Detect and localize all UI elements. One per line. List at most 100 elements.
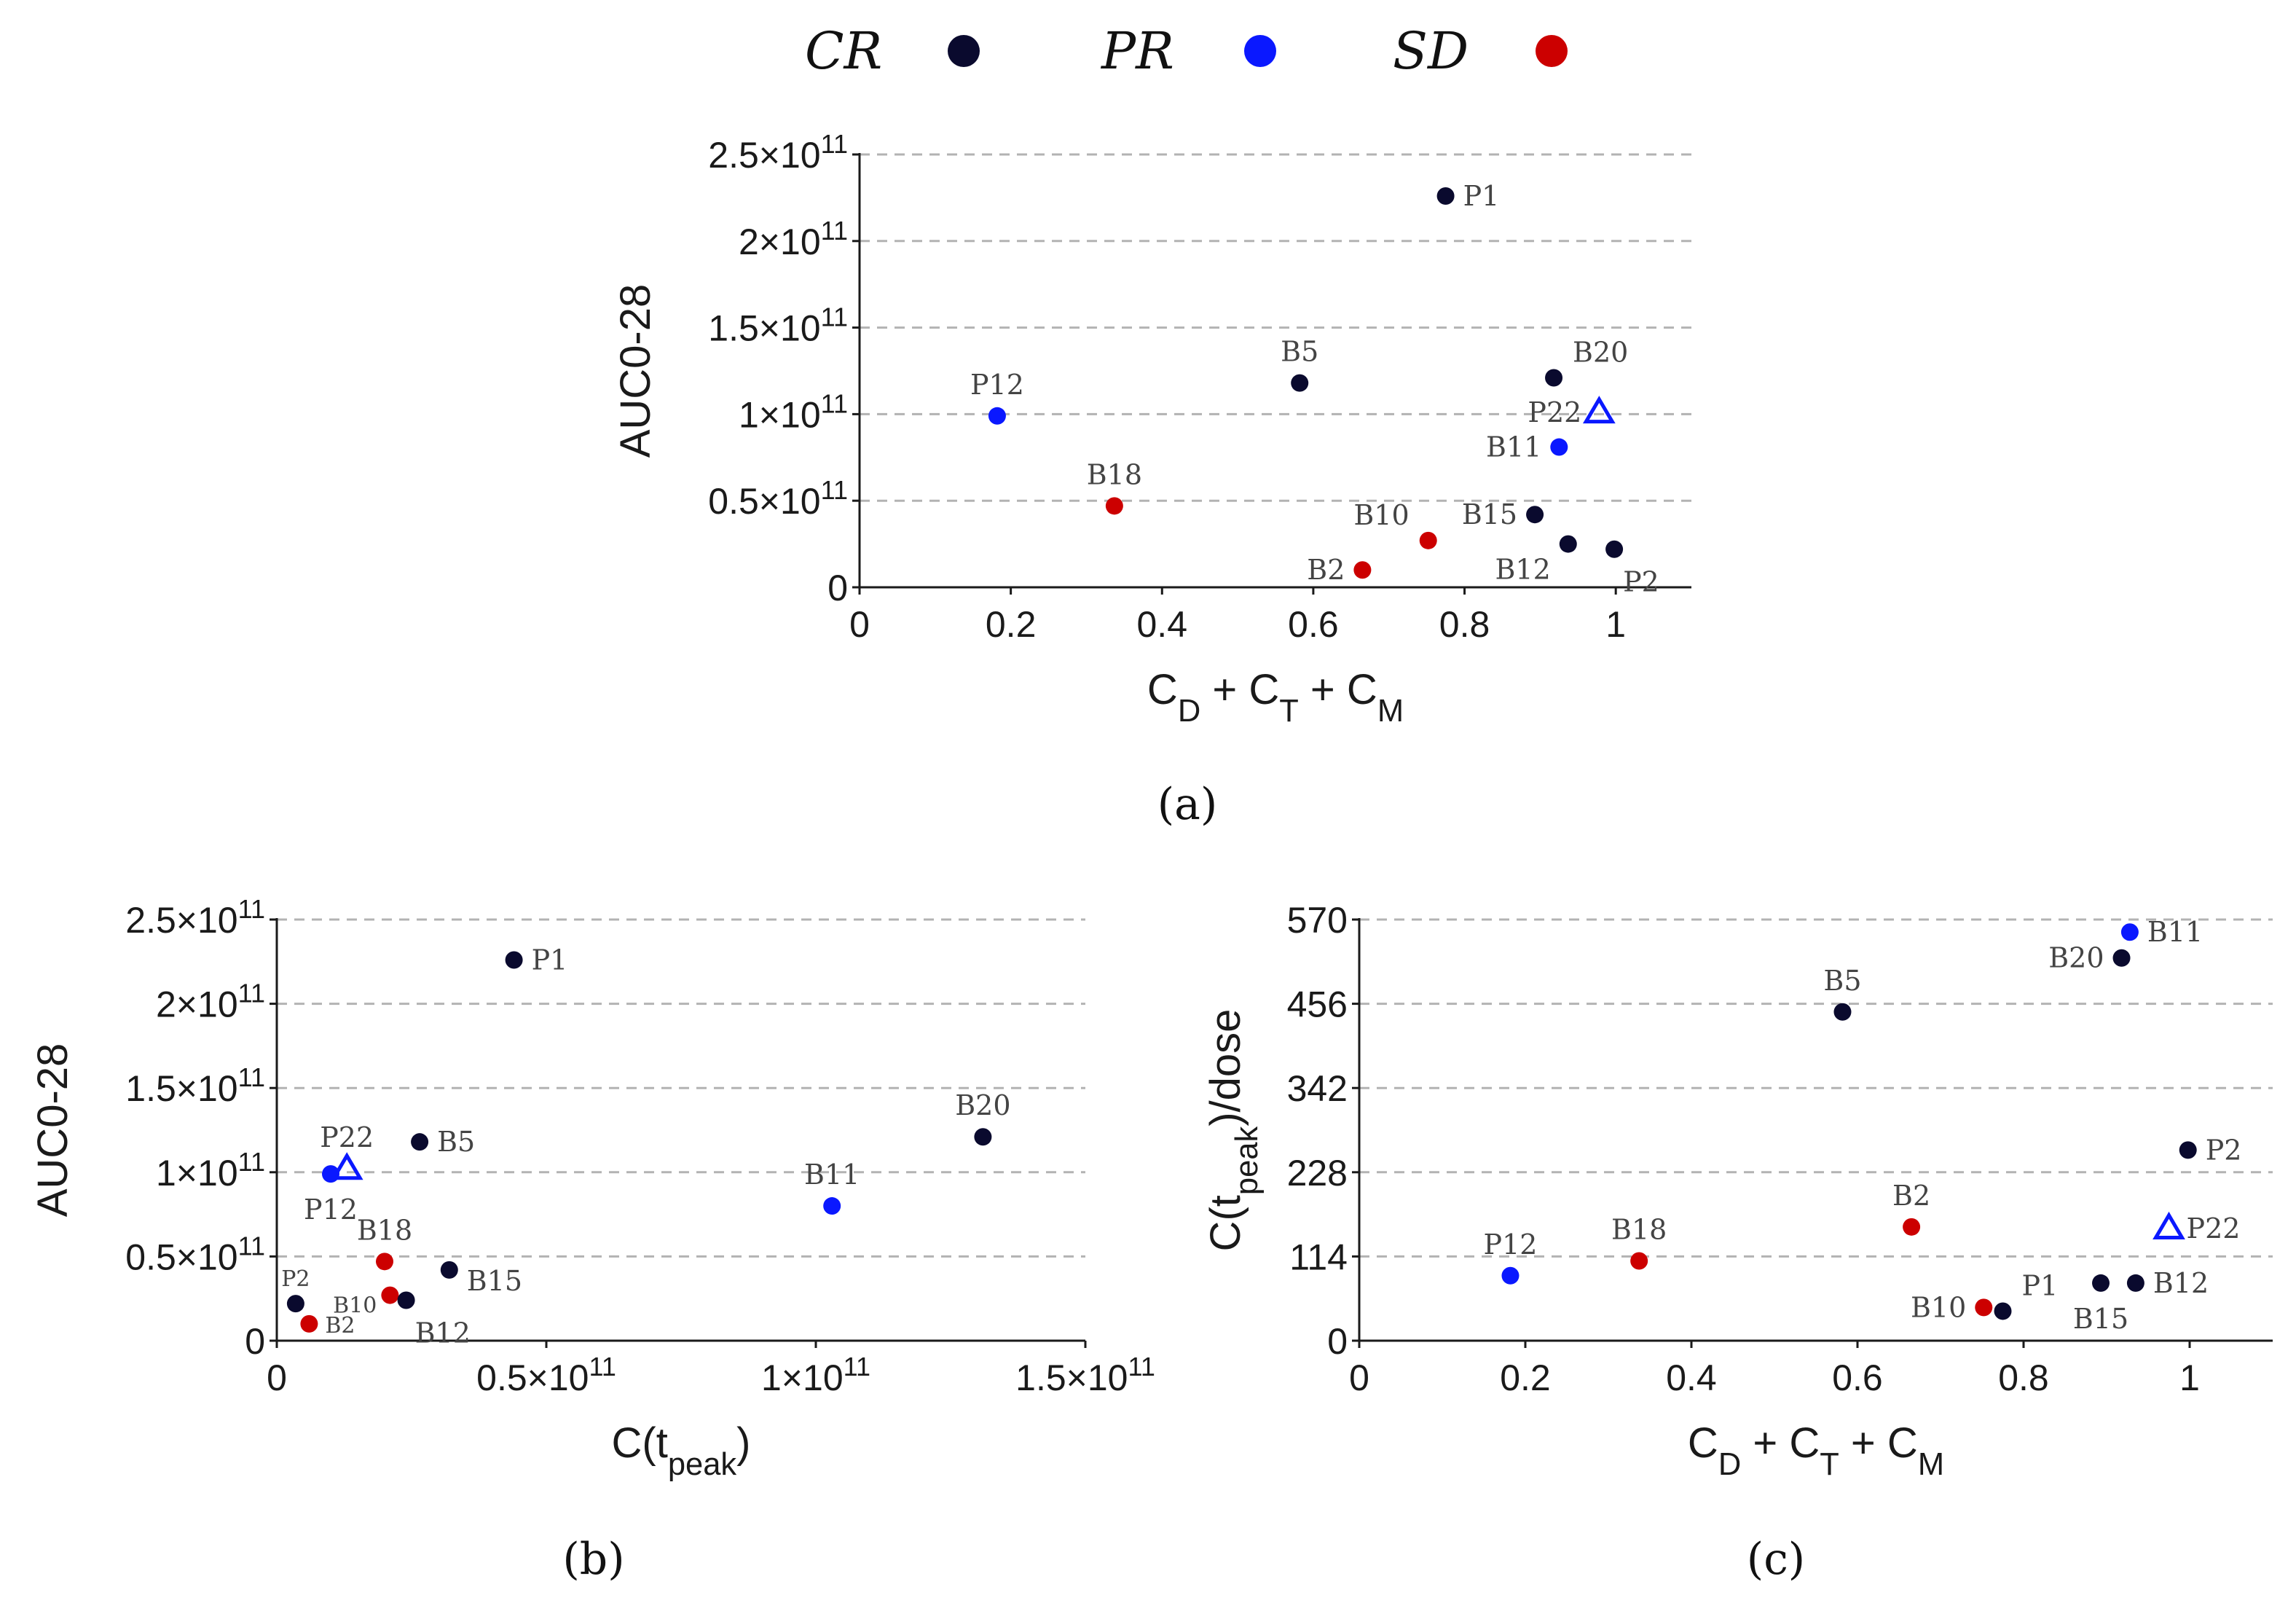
y-axis-title: C(tpeak​)/dose: [1202, 1009, 1265, 1252]
y-tick-label: 0: [245, 1321, 265, 1362]
y-tick-label: 1×1011: [739, 388, 848, 436]
data-label: B18: [357, 1214, 412, 1246]
x-tick-label: 1.5×1011: [1015, 1352, 1155, 1399]
panel-caption: (b): [562, 1534, 624, 1585]
data-point-p2: P2: [2179, 1134, 2242, 1166]
x-tick-label: 0.8: [1439, 604, 1490, 645]
y-tick-label: 0: [1327, 1321, 1348, 1362]
data-point-b5: B5: [411, 1126, 475, 1158]
data-label: B5: [437, 1126, 475, 1158]
data-point-b11: B11: [2120, 916, 2203, 948]
data-point-p2: P2: [1605, 540, 1659, 598]
data-marker: [440, 1261, 458, 1279]
y-tick-label: 0: [827, 568, 848, 608]
data-marker: [2092, 1274, 2110, 1292]
x-tick-label: 0.4: [1666, 1357, 1717, 1398]
data-marker: [1545, 369, 1563, 387]
data-marker: [1526, 506, 1544, 524]
data-point-p22: P22: [2152, 1211, 2241, 1245]
data-point-b10: B10: [1911, 1291, 1993, 1323]
data-point-b12: B12: [397, 1291, 471, 1349]
data-marker: [381, 1286, 399, 1304]
y-tick-label: 228: [1287, 1153, 1348, 1194]
x-tick-label: 0.4: [1137, 604, 1188, 645]
x-axis-title: C(tpeak​): [612, 1419, 751, 1482]
data-point-p1: P1: [1436, 180, 1499, 212]
data-label: B20: [1573, 337, 1628, 369]
data-label: B5: [1823, 965, 1861, 997]
data-label: B10: [333, 1293, 377, 1319]
data-point-b10: B10: [1353, 499, 1437, 549]
x-tick-label: 1×1011: [761, 1352, 870, 1399]
data-point-p2: P2: [281, 1266, 310, 1313]
data-point-p12: P12: [970, 369, 1024, 425]
data-point-b20: B20: [955, 1089, 1011, 1146]
data-label: B10: [1353, 499, 1409, 531]
y-axis-title: AUC0-28: [29, 1043, 76, 1218]
data-marker-triangle: [2152, 1211, 2185, 1239]
data-marker: [505, 951, 523, 969]
y-tick-label: 2.5×1011: [125, 894, 265, 941]
legend-item-cr: CR: [805, 21, 980, 81]
data-point-p22: P22: [1528, 396, 1616, 428]
x-tick-label: 0.8: [1998, 1357, 2049, 1398]
x-tick-label: 0.5×1011: [476, 1352, 616, 1399]
data-label: B15: [1462, 498, 1517, 530]
x-axis-title: CD​ + CT​ + CM​: [1147, 666, 1404, 729]
x-axis-title: CD​ + CT​ + CM​: [1688, 1419, 1944, 1482]
data-label: B15: [467, 1265, 522, 1297]
panel-caption: (c): [1747, 1534, 1805, 1585]
data-marker: [1994, 1302, 2012, 1320]
y-tick-label: 2×1011: [739, 215, 848, 262]
x-tick-label: 0.2: [1500, 1357, 1551, 1398]
data-label: P2: [1623, 566, 1659, 598]
y-tick-label: 0.5×1011: [125, 1231, 265, 1278]
legend-marker: [1536, 35, 1568, 67]
y-tick-label: 1.5×1011: [125, 1062, 265, 1110]
legend-marker: [1244, 35, 1276, 67]
data-marker: [286, 1295, 304, 1313]
data-label: P2: [281, 1266, 310, 1292]
data-marker: [823, 1197, 841, 1215]
data-point-b15: B15: [1462, 498, 1544, 530]
x-tick-label: 0: [1349, 1357, 1369, 1398]
chart-panel-b: 0 0.5×1011 1×1011 1.5×1011 2×1011 2.5×1011 0 0.…: [29, 894, 1155, 1586]
data-marker: [1105, 497, 1123, 515]
data-point-b12: B12: [1495, 535, 1577, 586]
data-point-p1: P1: [505, 944, 568, 976]
data-label: B20: [955, 1089, 1010, 1121]
data-marker: [2120, 923, 2139, 941]
y-tick-label: 2×1011: [156, 978, 265, 1025]
data-label: P12: [304, 1194, 358, 1226]
data-marker: [322, 1165, 339, 1183]
data-label: P1: [532, 944, 568, 976]
y-tick-label: 570: [1287, 900, 1348, 941]
data-marker: [1833, 1003, 1852, 1021]
data-point-b2: B2: [1307, 554, 1372, 586]
data-point-b18: B18: [1087, 458, 1142, 515]
data-point-b2: B2: [1892, 1180, 1930, 1236]
panel-caption: (a): [1157, 779, 1218, 830]
data-label: P2: [2206, 1134, 2242, 1166]
data-marker: [397, 1291, 415, 1309]
data-label: P22: [2187, 1212, 2241, 1245]
data-label: B2: [1307, 554, 1345, 586]
data-point-b5: B5: [1281, 336, 1318, 392]
data-point-b18: B18: [357, 1214, 412, 1271]
data-label: B18: [1087, 458, 1142, 490]
data-point-b11: B11: [804, 1159, 860, 1215]
data-label: B15: [2073, 1303, 2128, 1335]
legend-label: CR: [805, 21, 882, 81]
data-label: B5: [1281, 336, 1318, 368]
y-tick-label: 342: [1287, 1068, 1348, 1109]
x-tick-label: 0: [267, 1357, 287, 1398]
data-point-b2: B2: [300, 1313, 355, 1339]
data-marker: [411, 1133, 429, 1151]
data-label: B2: [325, 1313, 355, 1339]
data-label: P22: [320, 1121, 374, 1153]
x-tick-label: 1: [1605, 604, 1626, 645]
x-tick-label: 0.6: [1832, 1357, 1883, 1398]
data-point-b15: B15: [440, 1261, 522, 1297]
data-label: B18: [1611, 1213, 1667, 1245]
data-marker: [300, 1314, 318, 1333]
